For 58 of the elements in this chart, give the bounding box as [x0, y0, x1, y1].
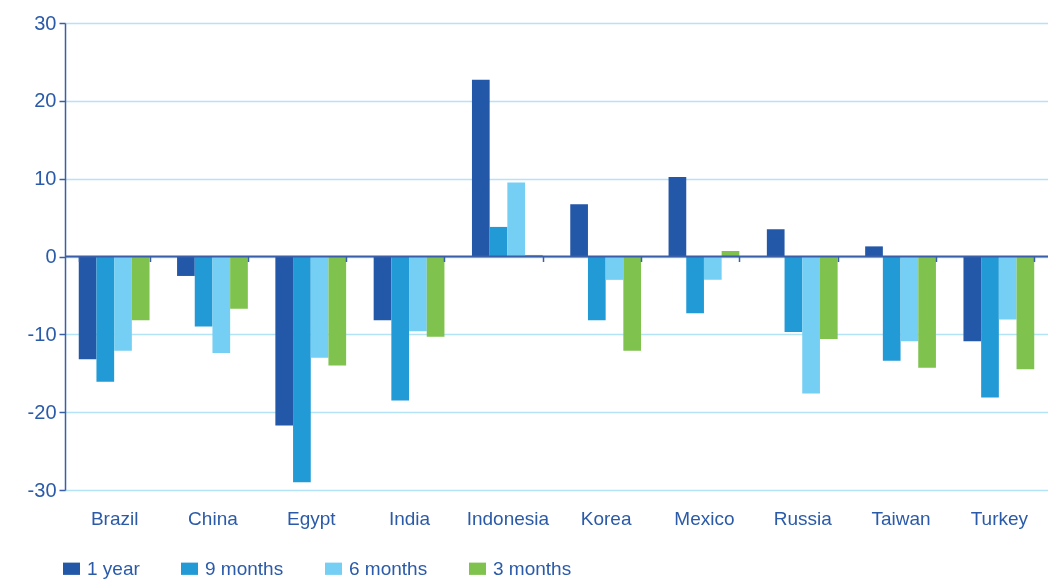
- bar: [409, 256, 427, 332]
- x-tick-label: Taiwan: [871, 507, 931, 529]
- y-tick-label: -10: [27, 322, 57, 345]
- x-tick-label: India: [388, 507, 431, 529]
- bar: [194, 256, 213, 327]
- x-tick-label: Korea: [580, 507, 632, 529]
- x-tick-label: Turkey: [970, 507, 1029, 529]
- y-tick-label: 0: [45, 245, 57, 267]
- bar: [963, 256, 982, 342]
- legend-label: 6 months: [349, 557, 428, 579]
- legend-label: 1 year: [87, 557, 141, 579]
- bar: [900, 256, 919, 342]
- x-tick-label: Egypt: [286, 507, 337, 529]
- x-tick-label: Russia: [773, 507, 833, 529]
- bar: [275, 256, 294, 426]
- bar: [998, 256, 1017, 320]
- bar: [507, 182, 526, 257]
- bar: [623, 256, 642, 351]
- bar: [570, 204, 588, 257]
- bar: [230, 256, 248, 309]
- bar: [1016, 256, 1035, 370]
- bar: [865, 246, 883, 257]
- y-tick-label: 10: [34, 167, 57, 190]
- bar: [426, 256, 445, 337]
- bar: [819, 256, 838, 339]
- bar: [96, 256, 115, 382]
- bar: [391, 256, 410, 401]
- x-tick-label: China: [188, 507, 239, 529]
- y-tick-label: 30: [34, 11, 57, 34]
- bar: [114, 256, 132, 351]
- bar: [766, 229, 785, 257]
- bar: [293, 256, 311, 483]
- bar: [918, 256, 936, 368]
- bar: [131, 256, 150, 321]
- bar: [703, 256, 722, 280]
- bar: [78, 256, 97, 360]
- bar: [471, 79, 490, 257]
- bar: [310, 256, 329, 358]
- bar: [605, 256, 624, 280]
- bar: [587, 256, 606, 321]
- bar: [784, 256, 803, 332]
- bar: [328, 256, 347, 366]
- x-tick-label: Indonesia: [466, 507, 550, 529]
- bar: [882, 256, 901, 361]
- x-tick-label: Brazil: [90, 507, 139, 529]
- bar: [686, 256, 704, 314]
- y-tick-label: -30: [27, 478, 57, 501]
- bar: [668, 177, 687, 257]
- bar: [212, 256, 231, 354]
- legend-label: 3 months: [493, 557, 572, 579]
- bar: [802, 256, 820, 394]
- y-tick-label: -20: [27, 400, 57, 423]
- bar: [373, 256, 392, 321]
- bar: [981, 256, 999, 398]
- x-tick-label: Mexico: [674, 507, 735, 529]
- legend-label: 9 months: [205, 557, 284, 579]
- bar: [489, 226, 508, 257]
- y-tick-label: 20: [34, 89, 57, 112]
